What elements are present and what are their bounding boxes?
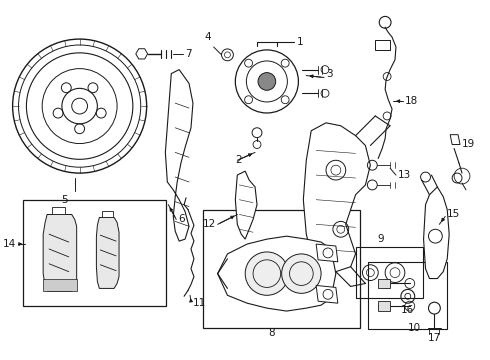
- Text: 1: 1: [296, 37, 303, 47]
- Polygon shape: [423, 187, 449, 279]
- Bar: [24, 200, 166, 306]
- Polygon shape: [52, 207, 65, 215]
- Text: 11: 11: [193, 298, 206, 308]
- Text: 15: 15: [447, 210, 461, 220]
- Polygon shape: [136, 49, 147, 59]
- Circle shape: [282, 254, 321, 293]
- Text: 2: 2: [235, 155, 242, 165]
- Text: 9: 9: [377, 234, 384, 244]
- Bar: [368, 262, 447, 329]
- Polygon shape: [316, 244, 338, 262]
- Polygon shape: [43, 279, 76, 291]
- Polygon shape: [378, 279, 390, 288]
- Polygon shape: [43, 215, 76, 291]
- Text: 12: 12: [202, 219, 216, 229]
- Bar: [356, 247, 422, 298]
- Text: 8: 8: [269, 328, 275, 338]
- Circle shape: [258, 73, 276, 90]
- Polygon shape: [165, 69, 193, 241]
- Polygon shape: [375, 40, 390, 50]
- Polygon shape: [450, 135, 460, 144]
- Text: 3: 3: [326, 68, 333, 78]
- Text: 18: 18: [405, 96, 418, 106]
- Text: 14: 14: [2, 239, 16, 249]
- Polygon shape: [316, 285, 338, 303]
- Text: 16: 16: [401, 305, 415, 315]
- Text: 6: 6: [178, 215, 185, 224]
- Text: 17: 17: [428, 333, 441, 343]
- Text: 13: 13: [398, 170, 411, 180]
- Text: 4: 4: [204, 32, 211, 42]
- Polygon shape: [303, 123, 370, 272]
- Text: 7: 7: [185, 49, 192, 59]
- Text: 5: 5: [62, 195, 68, 205]
- Text: 10: 10: [408, 323, 421, 333]
- Polygon shape: [218, 236, 336, 311]
- Polygon shape: [235, 171, 257, 239]
- Bar: [203, 210, 361, 328]
- Circle shape: [245, 252, 289, 295]
- Polygon shape: [102, 211, 113, 217]
- Polygon shape: [97, 217, 119, 288]
- Polygon shape: [378, 301, 390, 311]
- Text: 19: 19: [462, 139, 475, 149]
